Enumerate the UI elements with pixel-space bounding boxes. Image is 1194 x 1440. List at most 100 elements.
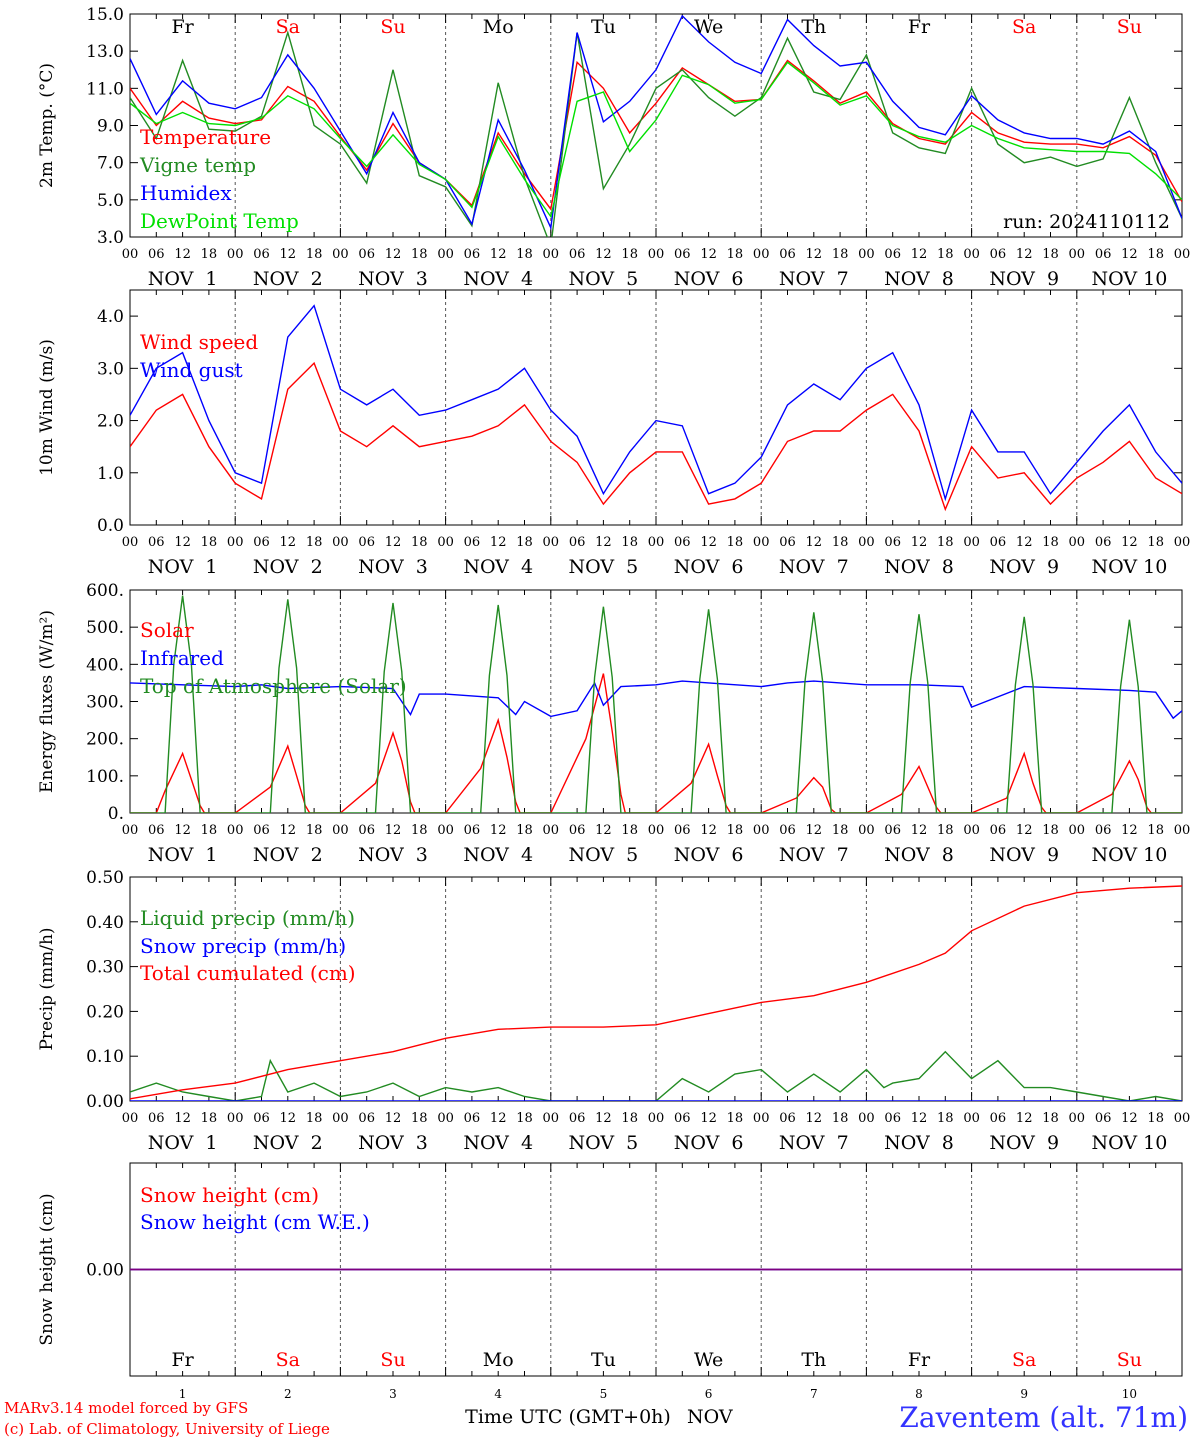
day-number-label: 3 [389, 1387, 397, 1401]
date-label: NOV 8 [884, 1132, 954, 1154]
hour-tick-label: 18 [306, 1111, 323, 1126]
hour-tick-label: 18 [201, 1111, 218, 1126]
hour-tick-label: 06 [779, 823, 796, 838]
date-label: NOV 10 [1091, 268, 1167, 290]
series-line-solar [130, 673, 1182, 813]
weekday-label: Sa [1012, 1349, 1036, 1371]
hour-tick-label: 12 [700, 1111, 717, 1126]
weekday-label: Su [1117, 16, 1142, 38]
hour-tick-label: 18 [516, 1111, 533, 1126]
hour-tick-label: 00 [963, 535, 980, 550]
hour-tick-label: 06 [779, 535, 796, 550]
hour-tick-label: 18 [621, 535, 638, 550]
y-tick-label: 400. [86, 655, 124, 675]
hour-tick-label: 12 [280, 823, 297, 838]
legend-entry: Infrared [140, 646, 224, 670]
date-label: NOV 9 [989, 1132, 1059, 1154]
weekday-label: Sa [1012, 16, 1036, 38]
y-tick-label: 600. [86, 581, 124, 601]
hour-tick-label: 06 [569, 535, 586, 550]
hour-tick-label: 18 [832, 823, 849, 838]
series-line-wind-speed [130, 361, 1182, 512]
legend-entry: Solar [140, 618, 194, 642]
legend-entry: Humidex [140, 181, 232, 205]
date-label: NOV 3 [358, 1132, 428, 1154]
date-label: NOV 5 [569, 844, 639, 866]
hour-tick-label: 12 [174, 1111, 191, 1126]
hour-tick-label: 00 [753, 247, 770, 262]
hour-tick-label: 00 [963, 247, 980, 262]
hour-tick-label: 00 [1069, 247, 1086, 262]
hour-tick-label: 18 [727, 247, 744, 262]
hour-tick-label: 12 [490, 823, 507, 838]
hour-tick-label: 00 [1174, 823, 1191, 838]
day-number-label: 1 [179, 1387, 187, 1401]
hour-tick-label: 06 [884, 535, 901, 550]
hour-tick-label: 12 [700, 823, 717, 838]
day-number-label: 4 [494, 1387, 502, 1401]
hour-tick-label: 00 [753, 1111, 770, 1126]
legend-entry: Top of Atmosphere (Solar) [140, 674, 407, 698]
series-line-total-cumulated-cm- [130, 885, 1182, 1100]
date-label: NOV 1 [148, 1132, 218, 1154]
series-line-liquid-precip-mm-h- [130, 1050, 1182, 1101]
date-label: NOV 9 [989, 268, 1059, 290]
hour-tick-label: 18 [1042, 535, 1059, 550]
legend-entry: Temperature [140, 125, 271, 149]
hour-tick-label: 00 [332, 247, 349, 262]
series-line-infrared [130, 680, 1182, 720]
hour-tick-label: 06 [148, 247, 165, 262]
weekday-label: Th [801, 1349, 826, 1371]
weekday-label: Fr [171, 1349, 194, 1371]
hour-tick-label: 18 [306, 823, 323, 838]
y-tick-label: 200. [86, 730, 124, 750]
date-label: NOV 7 [779, 844, 849, 866]
hour-tick-label: 06 [884, 1111, 901, 1126]
plot-frame [129, 589, 1183, 814]
hour-tick-label: 06 [358, 535, 375, 550]
hour-tick-label: 12 [174, 247, 191, 262]
hour-tick-label: 12 [700, 535, 717, 550]
hour-tick-label: 00 [858, 535, 875, 550]
hour-tick-label: 00 [122, 823, 139, 838]
hour-tick-label: 12 [911, 247, 928, 262]
hour-tick-label: 18 [727, 823, 744, 838]
y-axis-label: 10m Wind (m/s) [37, 339, 57, 476]
weekday-label: Fr [908, 16, 931, 38]
weekday-label: Fr [171, 16, 194, 38]
credit-line-2: (c) Lab. of Climatology, University of L… [4, 1420, 330, 1438]
hour-tick-label: 00 [332, 823, 349, 838]
hour-tick-label: 18 [937, 535, 954, 550]
hour-tick-label: 18 [516, 247, 533, 262]
weekday-label: Fr [908, 1349, 931, 1371]
hour-tick-label: 00 [648, 535, 665, 550]
hour-tick-label: 00 [437, 535, 454, 550]
date-label: NOV 1 [148, 556, 218, 578]
hour-tick-label: 06 [148, 823, 165, 838]
hour-tick-label: 06 [884, 247, 901, 262]
hour-tick-label: 00 [227, 535, 244, 550]
hour-tick-label: 00 [1069, 1111, 1086, 1126]
y-tick-label: 4.0 [97, 307, 124, 327]
hour-tick-label: 12 [174, 823, 191, 838]
y-tick-label: 0.00 [86, 1261, 124, 1281]
date-label: NOV 10 [1091, 556, 1167, 578]
hour-tick-label: 06 [779, 247, 796, 262]
hour-tick-label: 12 [385, 247, 402, 262]
date-label: NOV 5 [569, 268, 639, 290]
hour-tick-label: 00 [1069, 535, 1086, 550]
y-tick-label: 0.0 [97, 516, 124, 536]
hour-tick-label: 12 [700, 247, 717, 262]
date-label: NOV 8 [884, 556, 954, 578]
date-label: NOV 4 [463, 1132, 533, 1154]
hour-tick-label: 12 [595, 1111, 612, 1126]
hour-tick-label: 00 [648, 1111, 665, 1126]
hour-tick-label: 12 [1121, 1111, 1138, 1126]
hour-tick-label: 06 [674, 535, 691, 550]
day-number-label: 9 [1020, 1387, 1028, 1401]
hour-tick-label: 00 [543, 247, 560, 262]
hour-tick-label: 00 [648, 247, 665, 262]
hour-tick-label: 18 [621, 823, 638, 838]
hour-tick-label: 18 [727, 535, 744, 550]
hour-tick-label: 12 [1121, 823, 1138, 838]
